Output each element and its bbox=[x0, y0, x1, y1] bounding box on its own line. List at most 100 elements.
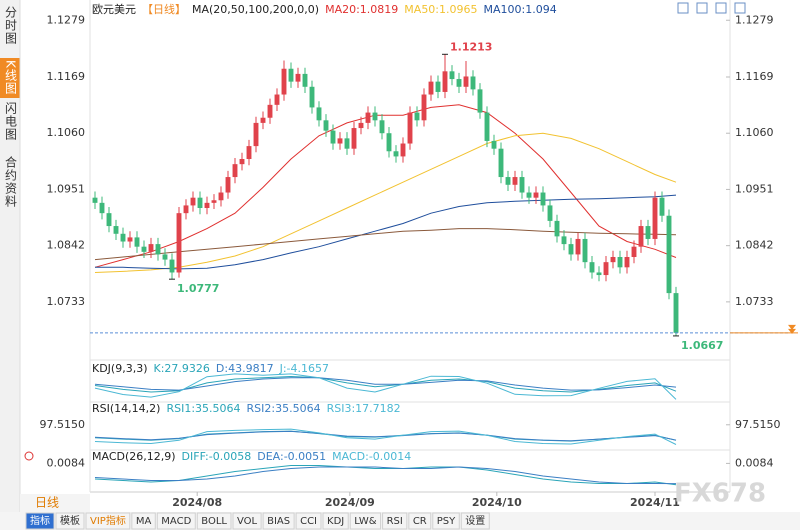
x-tick-label: 2024/10 bbox=[472, 496, 522, 509]
tab-box[interactable] bbox=[349, 512, 382, 530]
indicator-tab[interactable]: 指标 bbox=[30, 514, 50, 527]
candle-body bbox=[435, 81, 441, 92]
candle-body bbox=[204, 202, 210, 208]
indicator-tab[interactable]: CR bbox=[413, 516, 427, 527]
indicator-tab[interactable]: BOLL bbox=[201, 516, 227, 527]
legend-text: KDJ(9,3,3) bbox=[92, 362, 148, 375]
settings-icon[interactable] bbox=[24, 451, 34, 461]
tab-box[interactable] bbox=[262, 512, 295, 530]
candle-body bbox=[162, 254, 168, 260]
tab-box[interactable] bbox=[131, 512, 156, 530]
legend-text: DIFF:-0.0058 bbox=[182, 450, 252, 463]
candle-body bbox=[505, 177, 511, 185]
ma-line bbox=[94, 104, 677, 268]
indicator-tab[interactable]: 模板 bbox=[60, 514, 80, 527]
tab-bar bbox=[0, 512, 800, 530]
candle-body bbox=[596, 272, 602, 276]
side-tab[interactable]: K线图 bbox=[4, 60, 18, 95]
candle-body bbox=[638, 226, 644, 247]
indicator-tab[interactable]: BIAS bbox=[267, 516, 290, 527]
indicator-tab[interactable]: LW& bbox=[354, 516, 377, 527]
tab-box[interactable] bbox=[382, 512, 408, 530]
candle-body bbox=[449, 71, 455, 80]
candle-body bbox=[281, 68, 287, 95]
legend-text: RSI2:35.5064 bbox=[247, 402, 321, 415]
indicator-tab[interactable]: CCI bbox=[300, 516, 317, 527]
ma-line bbox=[94, 228, 677, 261]
candle-body bbox=[239, 159, 245, 165]
candle-body bbox=[183, 205, 189, 214]
y-tick-label: 97.5150 bbox=[735, 418, 781, 431]
indicator-line bbox=[94, 373, 677, 400]
candle-body bbox=[302, 73, 308, 87]
ma-line bbox=[94, 132, 677, 273]
candle-body bbox=[190, 197, 196, 206]
period-tab[interactable]: 日线 bbox=[35, 496, 59, 510]
candle-body bbox=[197, 197, 203, 208]
indicator-tab[interactable]: PSY bbox=[437, 516, 456, 527]
candle-body bbox=[484, 112, 490, 141]
period-box bbox=[20, 494, 90, 512]
tab-box[interactable] bbox=[408, 512, 432, 530]
indicator-tab[interactable]: VIP指标 bbox=[90, 514, 126, 527]
legend-text: MA(20,50,100,200,0,0) bbox=[192, 3, 319, 16]
indicator-tab[interactable]: MA bbox=[136, 516, 152, 527]
candle-body bbox=[379, 120, 385, 134]
candle-body bbox=[568, 244, 574, 255]
tab-box[interactable] bbox=[55, 512, 85, 530]
candle-body bbox=[673, 293, 679, 333]
candle-body bbox=[99, 202, 105, 214]
legend-text: MA50:1.0965 bbox=[404, 3, 477, 16]
candle-body bbox=[533, 192, 539, 198]
tab-box[interactable] bbox=[156, 512, 196, 530]
candle-body bbox=[246, 146, 252, 159]
icon[interactable] bbox=[696, 2, 708, 14]
tab-box[interactable] bbox=[432, 512, 460, 530]
y-tick-label: 0.0084 bbox=[47, 456, 86, 469]
toolbar-icons[interactable] bbox=[677, 2, 746, 14]
tab-box[interactable] bbox=[25, 512, 55, 530]
indicator-tab[interactable]: MACD bbox=[161, 516, 191, 527]
side-tab[interactable]: 分时图 bbox=[4, 6, 18, 45]
candle-body bbox=[260, 117, 266, 123]
annotation: 1.0777 bbox=[177, 282, 219, 295]
candle-body bbox=[610, 257, 616, 263]
y-tick-label: 1.1060 bbox=[47, 126, 86, 139]
side-tab[interactable]: 闪电图 bbox=[4, 102, 18, 141]
candle-body bbox=[323, 120, 329, 131]
tab-box[interactable] bbox=[322, 512, 349, 530]
icon[interactable] bbox=[677, 2, 689, 14]
legend-text: MACD(26,12,9) bbox=[92, 450, 176, 463]
tab-box[interactable] bbox=[460, 512, 490, 530]
indicator-tab[interactable]: KDJ bbox=[327, 516, 344, 527]
candle-body bbox=[211, 200, 217, 203]
indicator-tab[interactable]: VOL bbox=[237, 516, 258, 527]
candle-body bbox=[666, 215, 672, 294]
candle-body bbox=[463, 76, 469, 87]
candle-body bbox=[337, 138, 343, 144]
y-tick-label: 1.1169 bbox=[47, 70, 86, 83]
candle-body bbox=[624, 257, 630, 268]
icon[interactable] bbox=[715, 2, 727, 14]
candle-body bbox=[407, 112, 413, 144]
candle-body bbox=[176, 213, 182, 273]
candle-body bbox=[120, 233, 126, 242]
tab-box[interactable] bbox=[232, 512, 262, 530]
icon[interactable] bbox=[734, 2, 746, 14]
y-tick-label: 97.5150 bbox=[40, 418, 86, 431]
candle-body bbox=[659, 197, 665, 216]
y-tick-label: 1.0733 bbox=[47, 295, 86, 308]
tab-box[interactable] bbox=[196, 512, 232, 530]
tab-box[interactable] bbox=[295, 512, 322, 530]
indicator-tab[interactable]: RSI bbox=[387, 516, 403, 527]
tab-box[interactable] bbox=[85, 512, 131, 530]
candle-body bbox=[344, 138, 350, 149]
side-tab[interactable]: 合约资料 bbox=[4, 155, 18, 208]
candle-body bbox=[477, 89, 483, 113]
indicator-tab[interactable]: 设置 bbox=[465, 515, 485, 527]
candle-body bbox=[512, 177, 518, 185]
y-tick-label: 1.1060 bbox=[735, 126, 774, 139]
legend-text: 欧元美元 bbox=[92, 3, 136, 16]
candle-body bbox=[253, 122, 259, 147]
